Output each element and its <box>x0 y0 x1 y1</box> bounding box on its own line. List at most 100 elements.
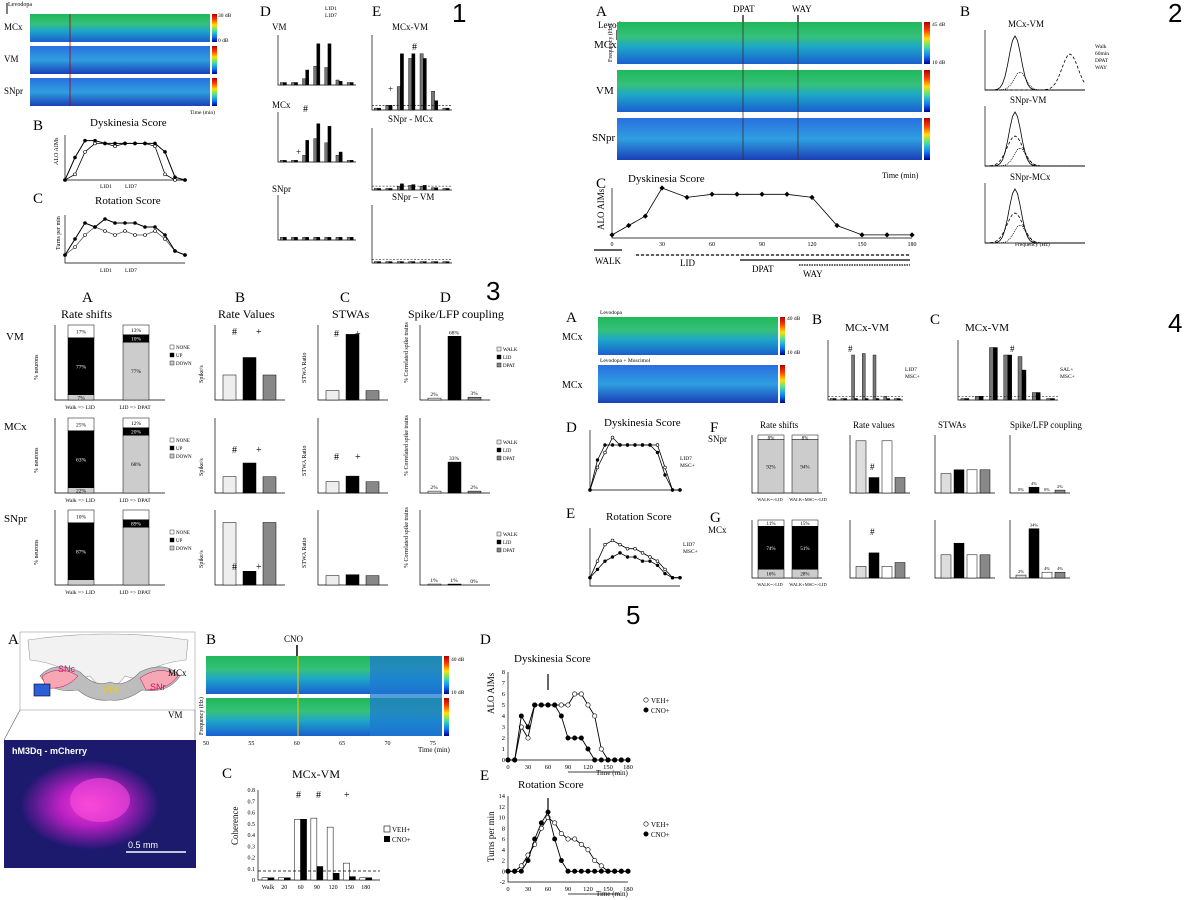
f4-spec-1 <box>598 317 778 355</box>
f4-G-shift-pct: 11% <box>767 522 776 527</box>
f1-e-snprvm-bar <box>388 261 393 264</box>
f3-shift-legend: UP <box>176 447 183 452</box>
f3-shift-pct: 87% <box>76 549 87 555</box>
f3-shift-pct: 22% <box>76 488 87 494</box>
f1-d-mcx-bar <box>327 125 332 163</box>
f1-cbar-top: 30 dB <box>218 13 232 19</box>
f1-d-vm-bar <box>302 78 306 86</box>
f1-cbar-bot: 0 dB <box>218 38 229 44</box>
f1-b-lid1-point <box>83 150 87 154</box>
f1-d-mcx-bar <box>294 160 298 163</box>
f1-d-mcx-bar <box>338 151 343 163</box>
f5-e-veh-point <box>592 857 598 863</box>
f3-shift-segment <box>122 509 150 520</box>
f4-c-bar <box>1007 354 1012 401</box>
f4-F-shift-pct: 8% <box>768 436 775 441</box>
f4-e-msc-point <box>633 555 637 559</box>
f2-c-dysk-point <box>659 185 665 191</box>
f4-F-rate-bar <box>881 440 893 494</box>
f3-shift-ylabel: % neurons <box>34 539 40 565</box>
f4-b-bar <box>854 398 858 401</box>
f5-b-xtick: 75 <box>430 741 436 747</box>
f5-dyskinesia-chart: 0 30 60 90 120 150 180 0 1 2 3 4 5 6 7 8 VEH+ CNO+ <box>502 669 670 773</box>
f4-b-bar <box>851 354 855 401</box>
f4-d-msc-point <box>633 443 637 447</box>
f5-snc: SNc <box>58 664 76 674</box>
f3-row-snpr: SNpr <box>4 513 28 525</box>
f4-F-x1: WALK=>LID <box>757 497 783 502</box>
f5-c-bar-cno <box>332 873 340 881</box>
f1-e-snprvm-bar <box>434 261 439 264</box>
f2-c-xtick: 30 <box>659 242 665 248</box>
f4-b-bar <box>865 398 869 401</box>
f4-G-rate-bar <box>894 562 906 579</box>
f5-e-axes <box>507 796 628 883</box>
f1-e-snprvm-bar <box>374 261 378 264</box>
f4-b-title: MCx-VM <box>845 322 889 334</box>
f2-a-ylabel: Frequency (Hz) <box>607 24 614 62</box>
f1-e-snprmcx-bar <box>434 187 439 191</box>
f3-rate-bar <box>262 476 277 494</box>
f3-letter-d: D <box>440 290 451 306</box>
f3-shift-pct: 17% <box>76 329 87 335</box>
f1-e-snprmcx-bar <box>423 185 427 191</box>
f1-e-snprmcx-bar <box>431 187 435 191</box>
f2-b-walk-curve <box>985 35 1085 91</box>
f5-e-veh-point <box>578 841 584 847</box>
f3-coup-bar <box>447 461 462 494</box>
f1-e-snprmcx-bar <box>445 188 450 191</box>
f3-group-legend: WALK <box>503 441 518 446</box>
f4-e-lid7-point <box>640 551 645 555</box>
f3-shift-x1: Walk => LID <box>65 498 95 504</box>
f4-e-legend-1: LID7 <box>683 542 695 548</box>
f3-coup-bar <box>467 490 482 494</box>
f4-d-msc-point <box>588 488 592 492</box>
f4-c-bar <box>993 347 998 401</box>
f1-levodopa-label: Levodopa <box>8 2 32 8</box>
f5-d-xtick: 30 <box>525 764 532 771</box>
f1-d-snpr-bar <box>324 237 329 241</box>
f5-d-axes <box>507 672 628 761</box>
f3-shift-legend-swatch <box>169 453 175 459</box>
f4-d-lid7-point <box>663 465 667 470</box>
f1-c-lid7-point <box>173 249 177 253</box>
f3-group-legend-swatch <box>496 539 502 545</box>
f5-c-hash-2: # <box>316 790 321 801</box>
f5-c-bar-veh <box>261 877 269 881</box>
f1-d-legend-1: LID1 <box>325 6 337 12</box>
f2-dyskinesia-plot: 0 30 60 90 120 150 180 <box>609 185 917 248</box>
figure-5: 5 A SNc VTA SNr hM3Dq - mCherry 0.5 mm B… <box>3 600 670 898</box>
f4-G-shift-seg <box>791 569 819 579</box>
f2-c-dysk-point <box>859 232 865 238</box>
f3-group-legend: WALK <box>503 533 518 538</box>
f1-c-lid7-point <box>93 225 97 229</box>
f5-c-bar-veh <box>326 826 334 881</box>
f3-rate-bar <box>242 571 257 586</box>
f4-b-bar <box>862 353 866 401</box>
f5-e-cno-point <box>572 868 578 874</box>
f5-row-vm: VM <box>168 710 183 720</box>
f2-c-xtick: 90 <box>759 242 765 248</box>
f1-d-snpr-bar <box>350 237 354 241</box>
f5-d-veh-point <box>598 746 604 752</box>
f1-d-vm-bar <box>350 82 354 86</box>
f4-F-rate-bar <box>894 477 906 494</box>
f4-e-lid7-point <box>603 542 607 547</box>
f1-d-vm-bar <box>291 82 295 86</box>
f4-d-msc-point <box>603 443 607 447</box>
f1-row-snpr: SNpr <box>4 86 23 96</box>
f1-d-vm-bar <box>346 82 351 86</box>
f4-F-stwa-bar <box>953 469 965 494</box>
f4-G-shift-seg <box>757 526 785 570</box>
f5-c-xcat: 60 <box>298 885 304 891</box>
f2-b-p3: SNpr-MCx <box>1010 172 1051 182</box>
f5-e-legend-marker <box>643 831 649 837</box>
f3-coup-bar <box>427 583 442 586</box>
f5-b-ylabel: Frequency (Hz) <box>198 697 205 735</box>
f3-coup-bar <box>447 336 462 401</box>
f3-coup-bar <box>467 396 482 401</box>
f1-d-snpr-bar <box>335 237 340 241</box>
f4-G-shift-pct: 28% <box>800 573 809 578</box>
figure-4-number: 4 <box>1168 308 1182 338</box>
